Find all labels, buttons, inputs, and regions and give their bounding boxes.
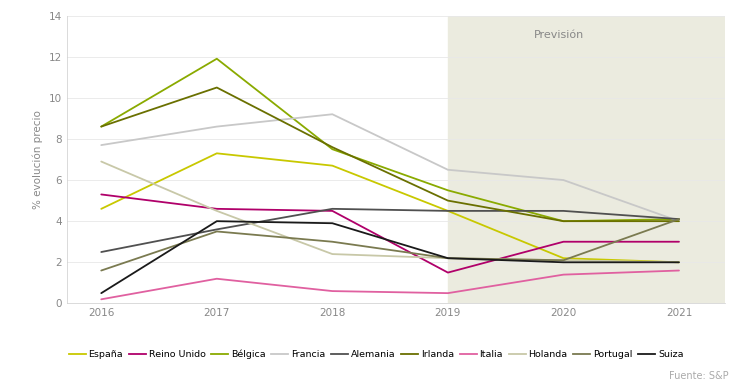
Bar — [448, 16, 725, 303]
Text: Fuente: S&P: Fuente: S&P — [669, 371, 729, 381]
Y-axis label: % evolución precio: % evolución precio — [33, 110, 43, 209]
Legend: España, Reino Unido, Bélgica, Francia, Alemania, Irlanda, Italia, Holanda, Portu: España, Reino Unido, Bélgica, Francia, A… — [65, 345, 687, 363]
Text: Previsión: Previsión — [534, 30, 584, 40]
